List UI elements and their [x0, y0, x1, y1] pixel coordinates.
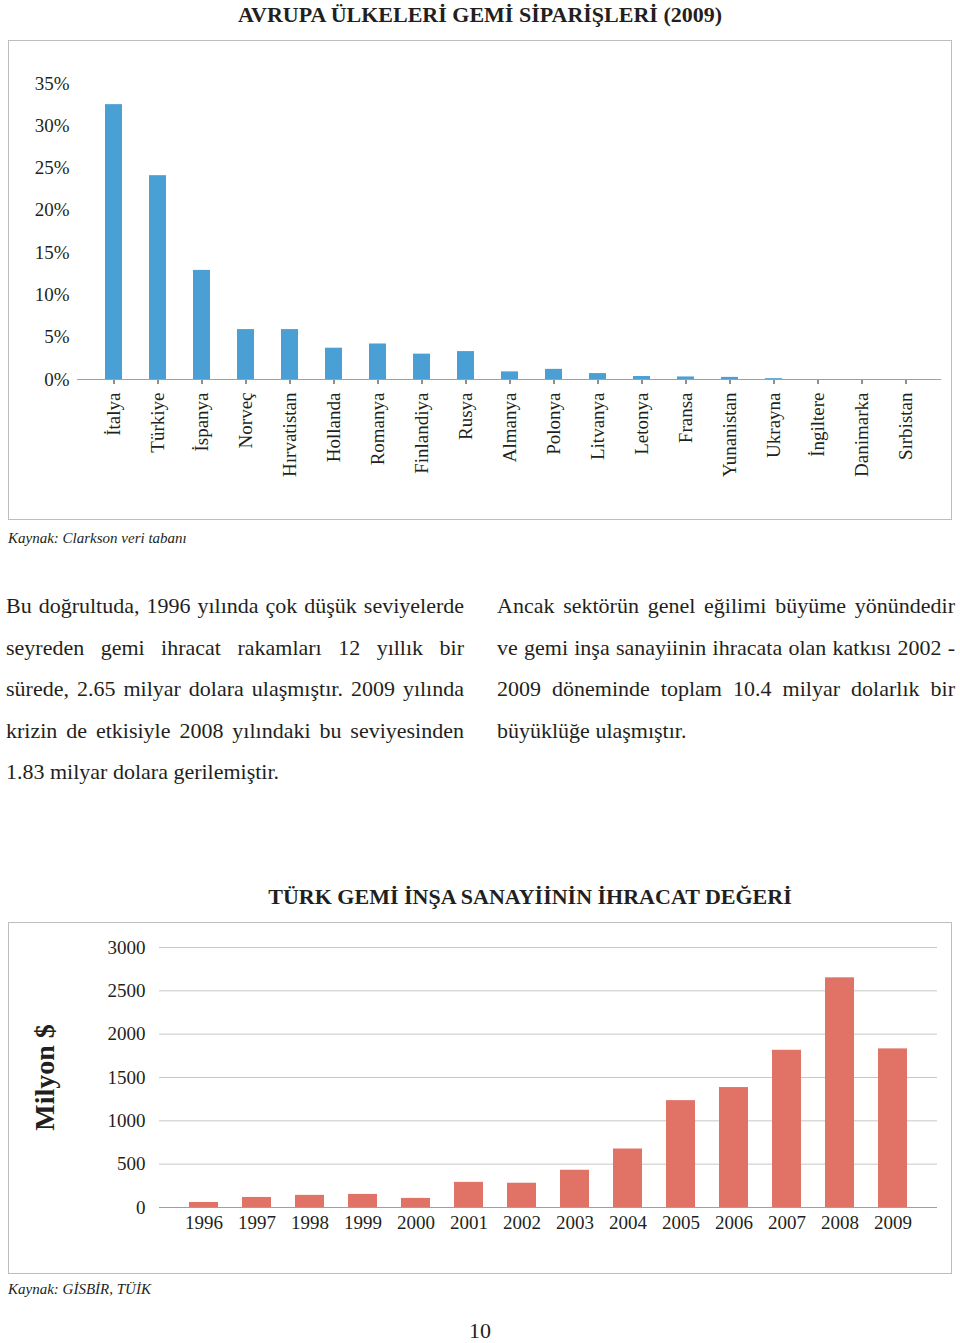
- svg-text:2500: 2500: [108, 980, 146, 1001]
- svg-text:15%: 15%: [35, 242, 70, 263]
- svg-text:Türkiye: Türkiye: [147, 393, 168, 453]
- svg-text:2000: 2000: [397, 1212, 435, 1233]
- svg-text:İspanya: İspanya: [191, 392, 212, 452]
- svg-text:1500: 1500: [108, 1067, 146, 1088]
- svg-text:Letonya: Letonya: [631, 392, 652, 455]
- html-text:10: 10: [469, 1318, 491, 1343]
- svg-text:Milyon $: Milyon $: [29, 1024, 60, 1131]
- svg-text:0%: 0%: [44, 369, 70, 390]
- svg-text:2003: 2003: [556, 1212, 594, 1233]
- html-text:TÜRK GEMİ İNŞA SANAYİİNİN İHRA: TÜRK GEMİ İNŞA SANAYİİNİN İHRACAT DEĞERİ: [268, 884, 792, 909]
- svg-text:20%: 20%: [35, 199, 70, 220]
- html-text:Bu doğrultuda, 1996 yılında ço: Bu doğrultuda, 1996 yılında çok düşük se…: [6, 593, 464, 784]
- html-text:AVRUPA ÜLKELERİ GEMİ SİPARİŞLE: AVRUPA ÜLKELERİ GEMİ SİPARİŞLERİ (2009): [238, 2, 722, 27]
- svg-text:Finlandiya: Finlandiya: [411, 392, 432, 474]
- svg-text:Almanya: Almanya: [499, 392, 520, 462]
- svg-text:1999: 1999: [344, 1212, 382, 1233]
- svg-text:Ukrayna: Ukrayna: [763, 392, 784, 458]
- svg-text:35%: 35%: [35, 73, 70, 94]
- html-text:Kaynak: GİSBİR, TÜİK: Kaynak: GİSBİR, TÜİK: [8, 1281, 151, 1297]
- svg-text:Polonya: Polonya: [543, 392, 564, 455]
- svg-text:2006: 2006: [715, 1212, 753, 1233]
- svg-text:Sırbistan: Sırbistan: [895, 392, 916, 460]
- svg-text:0: 0: [136, 1197, 146, 1218]
- svg-text:1996: 1996: [185, 1212, 223, 1233]
- svg-text:1998: 1998: [291, 1212, 329, 1233]
- svg-text:Hırvatistan: Hırvatistan: [279, 392, 300, 477]
- html-text:Kaynak: Clarkson veri tabanı: Kaynak: Clarkson veri tabanı: [8, 530, 187, 546]
- svg-text:1000: 1000: [108, 1110, 146, 1131]
- svg-text:İtalya: İtalya: [103, 392, 124, 436]
- svg-text:2002: 2002: [503, 1212, 541, 1233]
- html-text:Ancak sektörün genel eğilimi b: Ancak sektörün genel eğilimi büyüme yönü…: [497, 593, 955, 743]
- svg-text:İngiltere: İngiltere: [807, 393, 828, 457]
- svg-text:Litvanya: Litvanya: [587, 392, 608, 460]
- svg-text:2009: 2009: [874, 1212, 912, 1233]
- svg-text:2001: 2001: [450, 1212, 488, 1233]
- svg-text:1997: 1997: [238, 1212, 276, 1233]
- svg-text:5%: 5%: [44, 326, 70, 347]
- svg-text:3000: 3000: [108, 937, 146, 958]
- svg-text:Danimarka: Danimarka: [851, 392, 872, 477]
- svg-text:2007: 2007: [768, 1212, 806, 1233]
- svg-text:25%: 25%: [35, 157, 70, 178]
- svg-text:2004: 2004: [609, 1212, 648, 1233]
- svg-text:Romanya: Romanya: [367, 392, 388, 465]
- svg-text:Yunanistan: Yunanistan: [719, 392, 740, 477]
- svg-text:2000: 2000: [108, 1023, 146, 1044]
- svg-text:30%: 30%: [35, 115, 70, 136]
- svg-text:500: 500: [117, 1153, 146, 1174]
- svg-text:Hollanda: Hollanda: [323, 392, 344, 462]
- svg-text:10%: 10%: [35, 284, 70, 305]
- svg-text:Fransa: Fransa: [675, 392, 696, 443]
- svg-text:Rusya: Rusya: [455, 392, 476, 440]
- svg-text:Norveç: Norveç: [235, 393, 256, 449]
- svg-text:2008: 2008: [821, 1212, 859, 1233]
- svg-text:2005: 2005: [662, 1212, 700, 1233]
